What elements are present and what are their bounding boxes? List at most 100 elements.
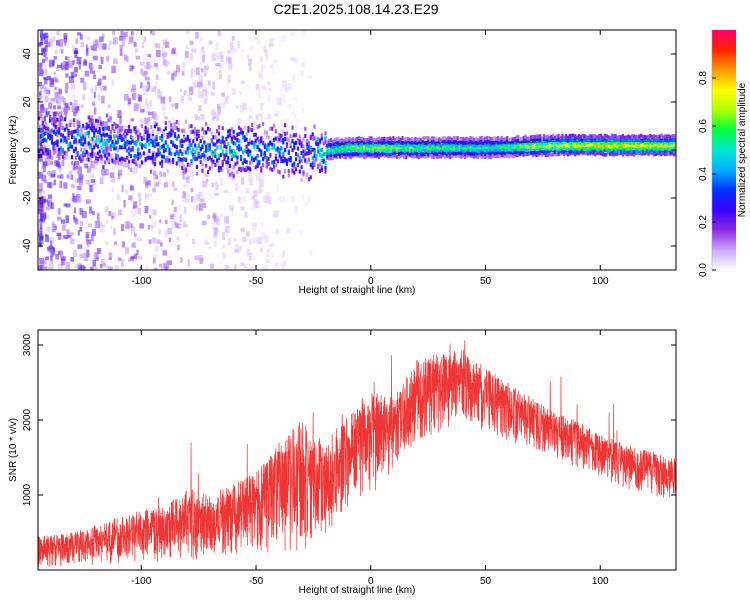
noise-cell xyxy=(65,215,69,224)
snr-frame xyxy=(37,329,677,571)
noise-cell xyxy=(264,133,267,140)
ridge-cell xyxy=(302,137,305,142)
noise-cell xyxy=(215,114,219,121)
noise-cell xyxy=(139,95,142,102)
ridge-cell xyxy=(262,157,265,162)
ridge-cell xyxy=(65,152,68,157)
ridge-cell xyxy=(285,144,289,149)
noise-cell xyxy=(76,185,82,191)
ridge-cell xyxy=(159,127,162,132)
ridge-cell xyxy=(427,136,430,141)
noise-cell xyxy=(179,160,184,168)
ridge-cell xyxy=(322,158,325,163)
noise-cell xyxy=(249,180,253,186)
ridge-cell xyxy=(572,146,575,151)
ridge-cell xyxy=(467,143,470,147)
noise-cell xyxy=(234,238,237,243)
ridge-cell xyxy=(146,130,149,135)
noise-cell xyxy=(56,66,59,72)
ridge-cell xyxy=(381,146,384,151)
ridge-cell xyxy=(54,145,57,150)
ridge-cell xyxy=(230,139,233,144)
ridge-cell xyxy=(495,143,498,148)
noise-cell xyxy=(38,200,44,208)
noise-cell xyxy=(74,106,78,111)
noise-cell xyxy=(246,54,250,59)
ridge-cell xyxy=(60,132,63,137)
ridge-cell xyxy=(324,136,327,141)
noise-cell xyxy=(283,34,286,43)
ridge-cell xyxy=(438,137,441,142)
ridge-cell xyxy=(460,154,463,159)
ridge-cell xyxy=(528,147,531,152)
ridge-cell xyxy=(581,142,584,147)
ridge-cell xyxy=(574,137,577,142)
ridge-cell xyxy=(274,163,277,167)
ridge-cell xyxy=(515,150,518,155)
ridge-cell xyxy=(405,140,408,145)
noise-cell xyxy=(43,164,46,172)
noise-cell xyxy=(85,199,91,204)
ridge-cell xyxy=(298,159,301,164)
ridge-cell xyxy=(96,119,99,124)
ridge-cell xyxy=(271,138,274,143)
ridge-cell xyxy=(385,137,388,142)
noise-cell xyxy=(50,117,55,121)
ridge-cell xyxy=(372,143,375,148)
ridge-cell xyxy=(252,141,255,146)
y-tick-label: 40 xyxy=(22,48,33,60)
noise-cell xyxy=(182,191,186,199)
ridge-cell xyxy=(188,146,191,150)
noise-cell xyxy=(41,240,45,244)
ridge-cell xyxy=(388,140,391,145)
ridge-cell xyxy=(418,146,421,151)
ridge-cell xyxy=(265,147,268,152)
ridge-cell xyxy=(243,135,246,140)
ridge-cell xyxy=(640,143,643,148)
ridge-cell xyxy=(183,157,186,162)
noise-cell xyxy=(115,265,119,270)
ridge-cell xyxy=(443,150,446,155)
ridge-cell xyxy=(451,140,454,144)
ridge-cell xyxy=(206,143,210,148)
noise-cell xyxy=(227,50,231,54)
ridge-cell xyxy=(361,138,364,143)
noise-cell xyxy=(139,266,143,270)
ridge-cell xyxy=(206,126,210,131)
noise-cell xyxy=(304,202,309,207)
ridge-cell xyxy=(337,144,340,149)
ridge-cell xyxy=(636,140,639,145)
ridge-cell xyxy=(265,135,268,139)
noise-cell xyxy=(240,228,245,232)
ridge-cell xyxy=(405,155,408,160)
noise-cell xyxy=(248,174,254,182)
noise-cell xyxy=(162,51,168,55)
ridge-cell xyxy=(93,133,96,138)
noise-cell xyxy=(137,192,142,198)
noise-cell xyxy=(54,91,60,99)
noise-cell xyxy=(85,232,90,238)
heatmap-x-ticks: -100 -50 0 50 100 xyxy=(131,30,609,287)
noise-cell xyxy=(131,242,136,248)
noise-cell xyxy=(191,48,197,53)
ridge-cell xyxy=(370,140,373,145)
noise-cell xyxy=(102,75,107,80)
noise-cell xyxy=(202,54,205,63)
ridge-cell xyxy=(361,153,364,158)
ridge-cell xyxy=(480,139,483,144)
noise-cell xyxy=(185,45,189,52)
noise-cell xyxy=(132,84,137,91)
ridge-cell xyxy=(131,159,134,164)
ridge-cell xyxy=(142,151,145,156)
ridge-cell xyxy=(38,154,41,158)
ridge-cell xyxy=(629,135,632,140)
noise-cell xyxy=(290,57,295,62)
ridge-cell xyxy=(151,159,154,164)
ridge-cell xyxy=(601,140,604,145)
noise-cell xyxy=(97,94,101,101)
ridge-cell xyxy=(168,151,171,156)
noise-cell xyxy=(118,209,122,216)
ridge-cell xyxy=(440,148,443,153)
ridge-cell xyxy=(385,148,388,153)
noise-cell xyxy=(143,53,148,60)
